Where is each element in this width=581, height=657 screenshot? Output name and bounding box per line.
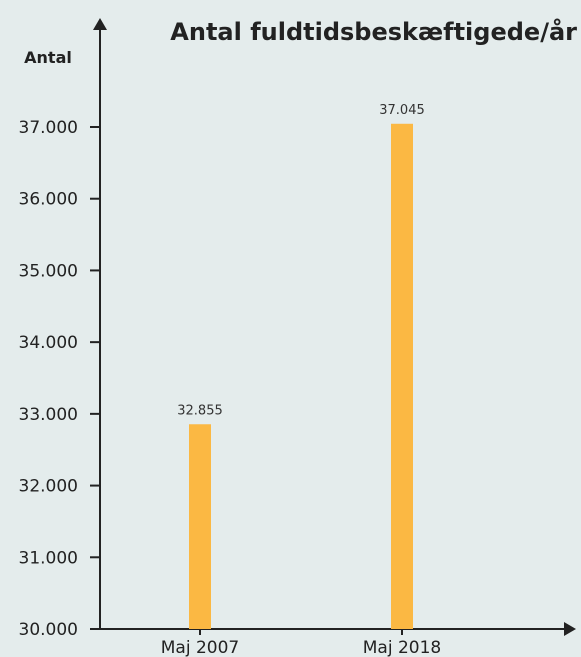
bars: [189, 123, 413, 629]
y-tick-label: 36.000: [19, 190, 78, 210]
chart-title: Antal fuldtidsbeskæftigede/år: [170, 17, 577, 46]
y-tick-label: 31.000: [19, 548, 78, 568]
y-axis-label: Antal: [24, 48, 72, 67]
y-axis-ticks: 30.000 31.000 32.000 33.000 34.000 35.000 36.0…: [19, 118, 100, 640]
y-tick-label: 34.000: [19, 333, 78, 353]
bar-data-label: 32.855: [177, 403, 223, 418]
y-axis-arrow: [93, 18, 107, 30]
y-tick-label: 30.000: [19, 620, 78, 640]
bar: [391, 123, 413, 629]
y-tick-label: 33.000: [19, 405, 78, 425]
x-axis-arrow: [564, 622, 576, 636]
axes: [93, 18, 576, 636]
y-tick-label: 32.000: [19, 477, 78, 497]
x-tick-label: Maj 2007: [161, 638, 239, 657]
x-tick-label: Maj 2018: [363, 638, 441, 657]
y-tick-label: 35.000: [19, 261, 78, 281]
bar-data-label: 37.045: [379, 103, 425, 118]
y-tick-label: 37.000: [19, 118, 78, 138]
x-axis-categories: Maj 2007 Maj 2018: [161, 629, 441, 657]
data-labels: 32.855 37.045: [177, 103, 425, 418]
bar: [189, 424, 211, 629]
